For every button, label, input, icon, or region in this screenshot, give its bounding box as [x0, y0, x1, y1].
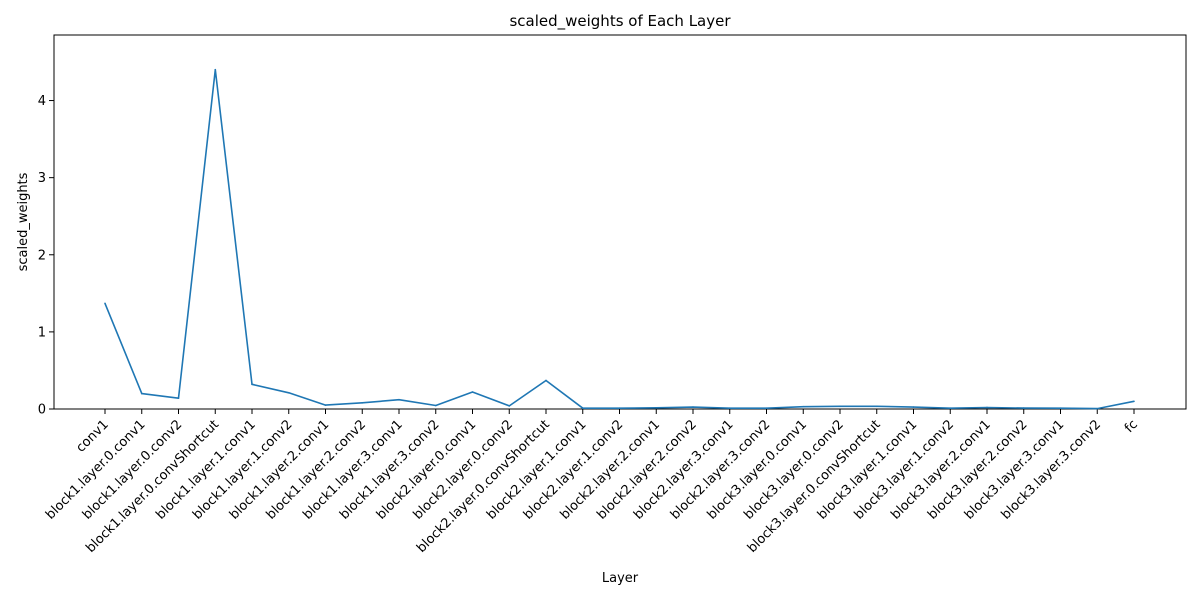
y-tick-label: 2: [38, 248, 46, 263]
data-point: [398, 398, 400, 401]
y-tick-label: 1: [38, 325, 46, 340]
series-line: [104, 68, 1135, 410]
y-axis: 0 1 2 3 4: [38, 94, 54, 418]
data-point: [434, 404, 437, 407]
x-tick-label: fc: [1122, 417, 1141, 436]
data-point: [765, 407, 768, 410]
plot-frame: [53, 34, 1187, 410]
data-point: [802, 405, 805, 408]
y-axis-title: scaled_weights: [16, 172, 31, 271]
data-point: [655, 407, 658, 409]
data-point: [692, 406, 694, 408]
data-point: [1133, 400, 1135, 403]
data-point: [728, 407, 731, 410]
data-point: [214, 68, 217, 71]
y-tick-label: 3: [38, 171, 46, 186]
y-tick-label: 4: [38, 94, 46, 109]
data-point: [1022, 407, 1025, 409]
data-point: [581, 407, 584, 410]
y-tick-label: 0: [38, 403, 46, 418]
data-point: [251, 383, 253, 386]
data-point: [361, 402, 364, 404]
data-point: [949, 407, 952, 410]
data-point: [177, 397, 180, 400]
data-point: [140, 392, 143, 395]
data-point: [912, 406, 915, 408]
data-point: [1059, 407, 1062, 410]
data-point: [618, 407, 621, 410]
data-point: [471, 391, 474, 393]
series-layer: [104, 68, 1135, 410]
data-point: [104, 302, 106, 305]
data-point: [839, 405, 841, 408]
data-point: [545, 379, 547, 382]
x-axis-title: Layer: [602, 571, 639, 586]
data-point: [508, 405, 511, 407]
data-point: [875, 405, 878, 408]
data-point: [324, 404, 327, 406]
chart-title: scaled_weights of Each Layer: [509, 12, 731, 31]
data-point: [287, 392, 290, 394]
data-point: [1096, 407, 1099, 410]
data-point: [986, 406, 988, 409]
x-axis: conv1block1.layer.0.conv1block1.layer.0.…: [43, 409, 1141, 556]
